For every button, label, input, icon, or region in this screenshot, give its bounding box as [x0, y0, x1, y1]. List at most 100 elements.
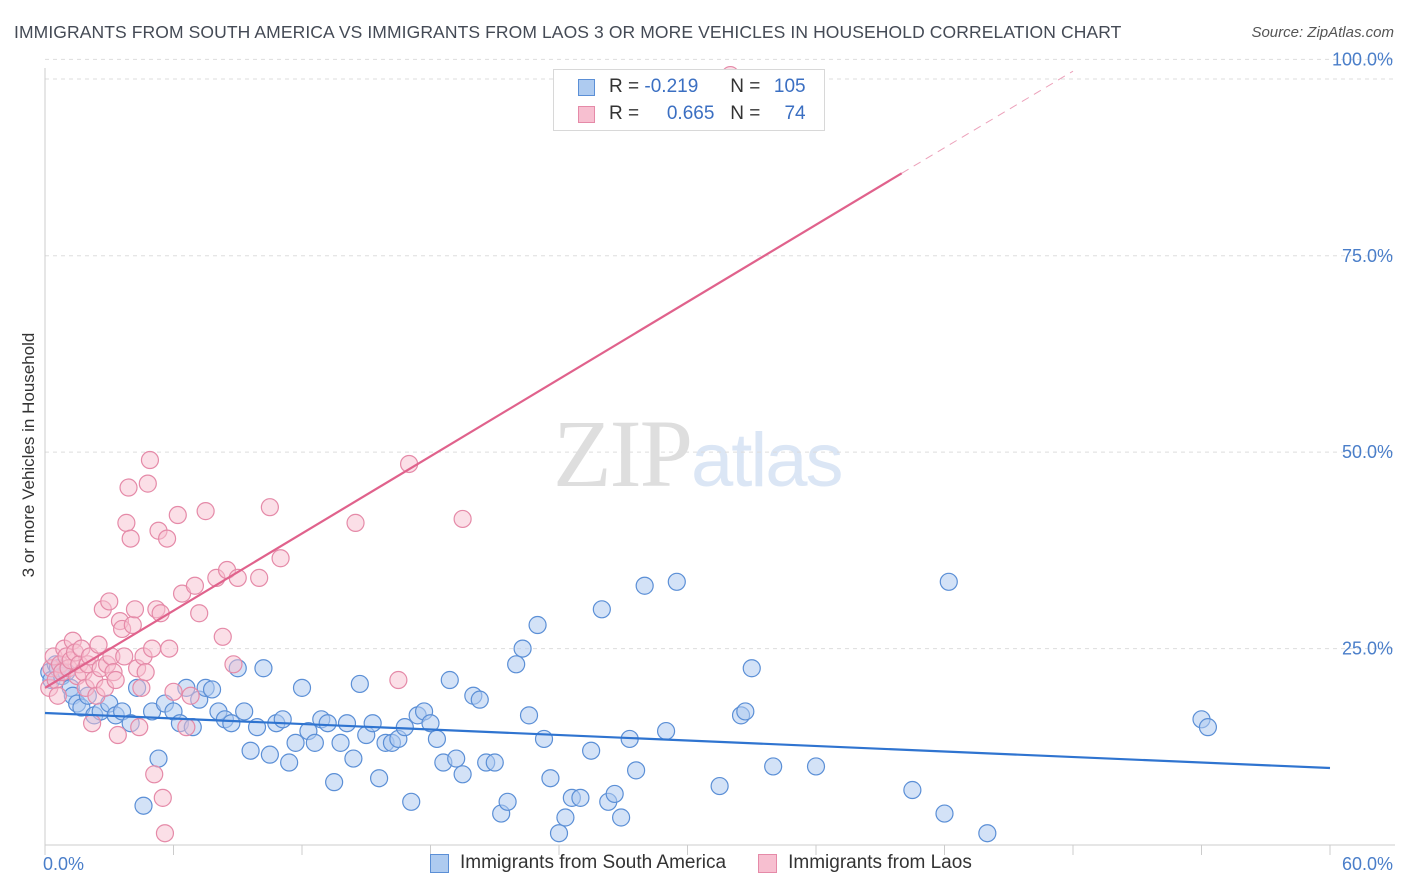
data-point-south-america	[556, 808, 575, 827]
watermark: ZIPatlas	[553, 398, 844, 509]
data-point-south-america	[427, 729, 447, 749]
data-point-south-america	[592, 600, 611, 619]
data-point-south-america	[453, 765, 472, 784]
data-point-laos	[250, 568, 269, 587]
legend-item-laos[interactable]: Immigrants from Laos	[758, 852, 972, 874]
data-point-south-america	[370, 769, 389, 788]
data-point-south-america	[935, 804, 954, 823]
data-point-south-america	[806, 757, 826, 776]
legend-swatch-blue	[430, 853, 449, 873]
data-point-south-america	[710, 776, 729, 796]
legend-label: Immigrants from Laos	[788, 852, 972, 873]
data-point-laos	[196, 502, 215, 521]
data-point-laos	[142, 639, 162, 658]
r-label: R =	[609, 76, 640, 97]
data-point-south-america	[222, 714, 241, 733]
data-point-laos	[136, 663, 155, 682]
data-point-laos	[130, 718, 149, 737]
data-point-laos	[140, 450, 160, 470]
r-value: 0.665	[666, 103, 715, 124]
data-point-south-america	[549, 824, 569, 843]
data-point-south-america	[939, 572, 958, 591]
data-point-laos	[83, 714, 102, 733]
series-legend: Immigrants from South America Immigrants…	[430, 852, 1004, 874]
data-point-south-america	[305, 733, 324, 752]
data-point-south-america	[134, 796, 153, 815]
data-point-laos	[48, 686, 67, 705]
data-point-south-america	[273, 710, 292, 729]
data-point-laos	[115, 647, 134, 666]
data-point-south-america	[519, 706, 539, 725]
data-point-south-america	[764, 757, 783, 776]
data-point-south-america	[260, 745, 279, 764]
tick-labels: 25.0% 50.0% 75.0% 100.0% 0.0% 60.0%	[43, 49, 1393, 874]
data-point-laos	[106, 670, 125, 690]
data-point-south-america	[447, 749, 466, 768]
data-point-laos	[453, 509, 472, 529]
data-point-south-america	[421, 714, 440, 733]
data-point-south-america	[485, 753, 504, 772]
y-tick-label: 100.0%	[1332, 49, 1393, 69]
data-point-laos	[155, 824, 175, 843]
data-point-south-america	[1198, 718, 1218, 737]
y-tick-label: 75.0%	[1342, 246, 1393, 266]
data-point-laos	[138, 474, 157, 493]
n-label: N =	[730, 103, 761, 124]
data-point-south-america	[149, 749, 168, 768]
data-point-south-america	[331, 733, 350, 752]
data-point-laos	[213, 627, 232, 646]
grid-lines	[45, 58, 1395, 650]
stats-legend-row-laos: R = 0.665 N = 74	[578, 101, 806, 127]
legend-item-south-america[interactable]: Immigrants from South America	[430, 852, 726, 874]
trend-lines	[44, 70, 1331, 770]
data-point-south-america	[235, 702, 254, 721]
trend-line-laos	[44, 172, 903, 689]
data-point-laos	[153, 788, 172, 807]
axes	[44, 68, 1395, 855]
data-point-south-america	[470, 690, 489, 709]
legend-swatch-blue	[578, 78, 595, 96]
data-point-south-america	[635, 576, 654, 595]
data-point-south-america	[402, 792, 421, 811]
legend-swatch-pink	[578, 105, 595, 123]
data-point-south-america	[742, 659, 761, 678]
data-point-south-america	[534, 729, 554, 749]
legend-swatch-pink	[758, 853, 778, 873]
data-point-south-america	[528, 615, 547, 635]
watermark-atlas: atlas	[691, 418, 844, 503]
watermark-zip: ZIP	[553, 400, 693, 507]
legend-label: Immigrants from South America	[460, 852, 727, 873]
data-point-laos	[271, 549, 290, 568]
data-point-laos	[132, 678, 151, 697]
trend-line-laos-extension	[901, 70, 1074, 174]
data-point-south-america	[292, 678, 312, 697]
y-axis-title: 3 or more Vehicles in Household	[19, 333, 38, 578]
data-point-laos	[89, 635, 108, 654]
data-point-south-america	[978, 824, 997, 843]
data-point-south-america	[571, 788, 590, 807]
data-point-south-america	[736, 702, 755, 721]
data-point-laos	[108, 725, 127, 745]
data-point-south-america	[507, 655, 526, 674]
data-point-laos	[260, 498, 279, 517]
data-point-laos	[125, 600, 145, 619]
data-point-laos	[224, 655, 243, 674]
data-point-south-america	[318, 714, 337, 733]
data-point-south-america	[541, 769, 560, 788]
data-point-south-america	[286, 733, 305, 752]
data-point-south-america	[350, 674, 369, 694]
data-point-laos	[160, 639, 179, 658]
data-point-laos	[145, 765, 164, 784]
stats-legend-row-south-america: R = -0.219 N = 105	[578, 74, 806, 100]
series-south-america-points	[40, 572, 1218, 843]
x-tick-label: 0.0%	[43, 854, 84, 874]
data-point-laos	[185, 576, 205, 595]
data-point-south-america	[612, 808, 631, 827]
data-point-south-america	[903, 780, 922, 800]
data-point-south-america	[280, 753, 299, 772]
series-laos-points	[40, 65, 740, 843]
data-point-laos	[121, 529, 140, 548]
data-point-south-america	[498, 792, 517, 811]
data-point-south-america	[254, 659, 273, 678]
